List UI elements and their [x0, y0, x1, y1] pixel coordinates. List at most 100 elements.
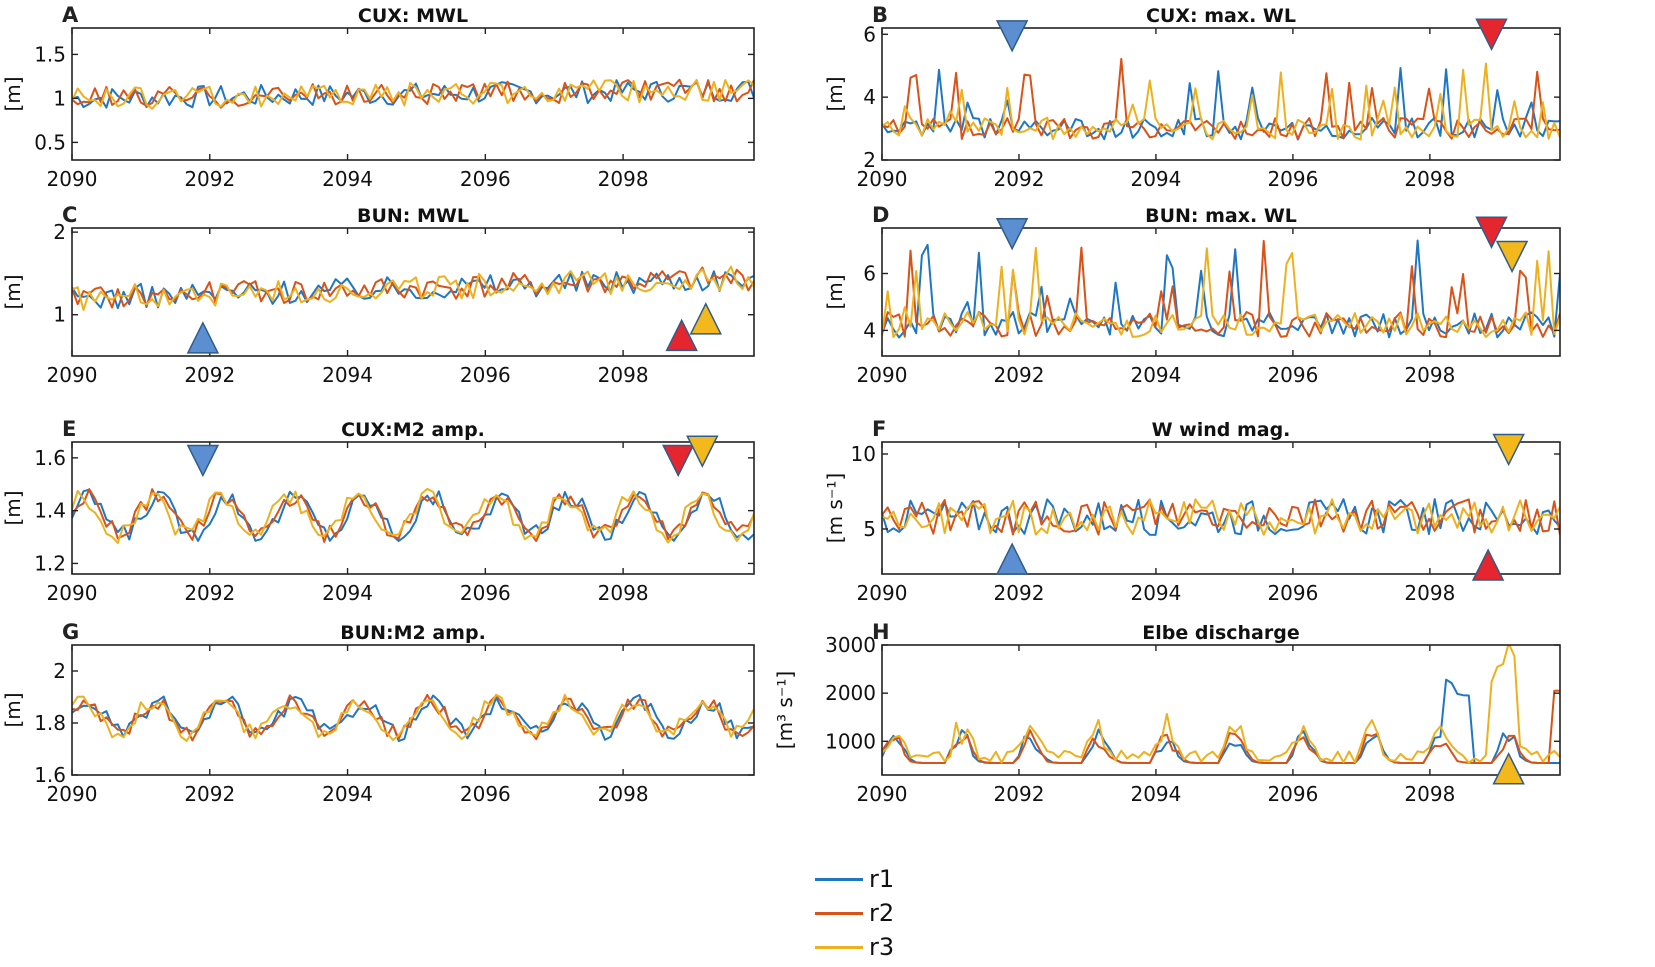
y-axis-label: [m]: [1, 692, 25, 727]
x-tick-label: 2098: [1404, 581, 1455, 605]
x-tick-label: 2094: [322, 167, 373, 191]
y-tick-label: 1.6: [34, 763, 66, 787]
axis-frame: [881, 227, 1561, 357]
x-tick-label: 2098: [598, 167, 649, 191]
legend-line-r2: [815, 911, 863, 915]
panel-letter: E: [62, 417, 76, 441]
panel-E: 2090 2092 2094 2096 2098 1.2 1.4 1.6 [m] E CUX:M2 …: [1, 417, 755, 605]
x-tick-label: 2096: [460, 581, 511, 605]
series-line-r3: [882, 246, 1560, 339]
x-tick-label: 2096: [460, 782, 511, 806]
event-marker-blue: [186, 321, 220, 354]
series-group: [882, 239, 1560, 339]
event-marker-red: [665, 318, 698, 352]
event-marker-red: [1475, 216, 1508, 249]
axis-frame: [71, 644, 755, 776]
x-tick-label: 2094: [1130, 782, 1181, 806]
x-tick-label: 2098: [1404, 167, 1455, 191]
y-tick-label: 1.4: [34, 499, 66, 523]
panel-B: 2090 2092 2094 2096 2098 2 4 6 [m] B CUX: max. WL: [823, 3, 1561, 191]
x-tick-label: 2098: [598, 363, 649, 387]
event-marker-yellow: [1492, 433, 1525, 467]
x-tick-label: 2096: [1267, 167, 1318, 191]
x-tick-label: 2090: [47, 363, 98, 387]
legend: r1 r2 r3: [815, 862, 894, 964]
x-tick-label: 2090: [857, 363, 908, 387]
x-tick-label: 2094: [322, 363, 373, 387]
y-tick-label: 1.6: [34, 446, 66, 470]
legend-label-r2: r2: [869, 899, 895, 927]
x-tick-label: 2094: [1130, 363, 1181, 387]
x-tick-label: 2094: [1130, 167, 1181, 191]
panel-title: CUX: MWL: [358, 5, 468, 27]
x-tick-label: 2092: [994, 581, 1045, 605]
series-group: [882, 498, 1560, 536]
panel-letter: B: [872, 3, 888, 27]
axis-frame: [881, 644, 1561, 776]
panel-title: BUN:M2 amp.: [340, 622, 486, 644]
x-tick-label: 2092: [994, 782, 1045, 806]
series-line-r2: [72, 78, 754, 109]
event-marker-red: [1475, 18, 1508, 51]
panel-H: 2090 2092 2094 2096 2098 1000 2000 3000 [m³ s⁻¹]…: [773, 620, 1561, 806]
axis-frame: [881, 441, 1561, 575]
x-tick-label: 2092: [184, 167, 235, 191]
y-tick-label: 1.2: [34, 551, 66, 575]
y-axis-label: [m]: [1, 274, 25, 309]
x-tick-label: 2098: [1404, 363, 1455, 387]
y-axis-label: [m]: [823, 76, 847, 111]
axis-frame: [71, 227, 755, 357]
y-tick-label: 1.8: [34, 711, 66, 735]
legend-label-r3: r3: [869, 933, 895, 961]
y-tick-label: 1.5: [34, 42, 66, 66]
x-tick-label: 2092: [994, 167, 1045, 191]
event-marker-yellow: [1495, 240, 1529, 274]
y-axis-label: [m]: [1, 490, 25, 525]
y-tick-label: 4: [863, 85, 876, 109]
x-tick-label: 2092: [994, 363, 1045, 387]
series-group: [882, 645, 1560, 764]
x-tick-label: 2096: [460, 167, 511, 191]
y-tick-label: 2: [53, 220, 66, 244]
x-tick-label: 2090: [857, 167, 908, 191]
event-marker-yellow: [1492, 752, 1525, 785]
event-marker-yellow: [686, 435, 719, 468]
panel-title: CUX:M2 amp.: [341, 419, 485, 441]
x-tick-label: 2096: [1267, 581, 1318, 605]
panel-G: 2090 2092 2094 2096 2098 1.6 1.8 2 [m] G BUN:M2 am…: [1, 620, 755, 806]
y-tick-label: 4: [863, 318, 876, 342]
y-tick-label: 6: [863, 262, 876, 286]
series-line-r1: [882, 498, 1560, 536]
x-tick-label: 2090: [857, 782, 908, 806]
legend-label-r1: r1: [869, 865, 895, 893]
series-line-r1: [72, 270, 754, 310]
event-marker-blue: [995, 217, 1029, 251]
series-group: [72, 78, 754, 110]
series-line-r3: [72, 487, 754, 544]
x-tick-label: 2092: [184, 581, 235, 605]
series-group: [72, 693, 754, 743]
series-line-r3: [72, 265, 754, 311]
series-line-r2: [72, 488, 754, 543]
series-group: [72, 265, 754, 311]
series-line-r3: [882, 62, 1560, 141]
series-line-r3: [882, 645, 1560, 764]
panel-letter: C: [62, 203, 77, 227]
series-line-r3: [72, 693, 754, 742]
series-line-r2: [882, 689, 1560, 764]
series-group: [882, 57, 1560, 141]
y-axis-label: [m³ s⁻¹]: [773, 671, 797, 749]
panel-title: BUN: MWL: [357, 205, 469, 227]
x-tick-label: 2090: [857, 581, 908, 605]
panel-letter: A: [62, 3, 79, 27]
panel-title: Elbe discharge: [1142, 622, 1299, 644]
y-axis-label: [m]: [823, 274, 847, 309]
axis-frame: [881, 27, 1561, 161]
axis-frame: [71, 27, 755, 161]
event-marker-red: [662, 444, 695, 478]
panel-letter: H: [872, 620, 890, 644]
series-line-r1: [72, 488, 754, 542]
series-line-r2: [72, 266, 754, 309]
y-tick-label: 2: [53, 659, 66, 683]
